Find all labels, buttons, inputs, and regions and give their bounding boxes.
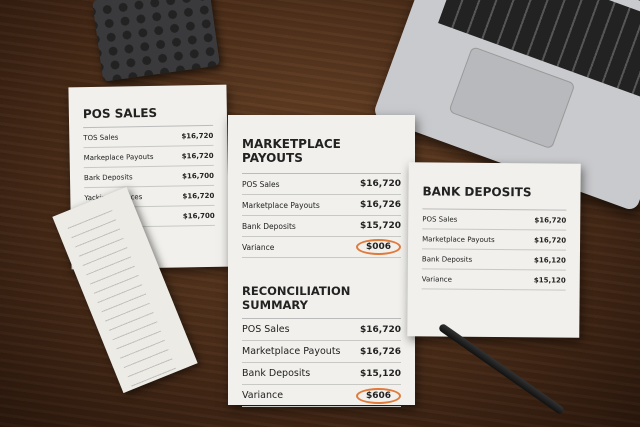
row-value: $16,720 bbox=[360, 179, 401, 189]
row-value: $16,720 bbox=[534, 235, 567, 245]
sheet-title: BANK DEPOSITS bbox=[422, 162, 567, 211]
row-label: Variance bbox=[242, 390, 284, 401]
table-row: Variance $15,120 bbox=[421, 269, 566, 291]
row-value: $16,720 bbox=[182, 191, 215, 200]
row-value: $16,720 bbox=[181, 131, 214, 140]
row-value: $15,720 bbox=[360, 221, 401, 231]
sheet-title: MARKETPLACE PAYOUTS bbox=[242, 115, 401, 174]
row-label: Variance bbox=[421, 274, 453, 284]
row-value: $16,720 bbox=[181, 151, 214, 160]
table-row: POS Sales $16,720 bbox=[242, 319, 401, 341]
row-label: Marketplace Payouts bbox=[242, 200, 320, 210]
row-value: $16,120 bbox=[533, 255, 566, 265]
row-label: POS Sales bbox=[242, 179, 280, 189]
marketplace-payouts-sheet: MARKETPLACE PAYOUTS POS Sales $16,720 Mar… bbox=[228, 115, 415, 407]
row-value: $16,700 bbox=[182, 211, 215, 220]
row-value: $15,120 bbox=[533, 275, 566, 285]
row-label: Marketplace Payouts bbox=[422, 234, 495, 244]
table-row: Marketplace Payouts $16,726 bbox=[242, 195, 401, 216]
row-label: Bark Deposits bbox=[83, 172, 133, 182]
row-label: Marketplace Payouts bbox=[242, 346, 341, 357]
row-label: POS Sales bbox=[242, 324, 290, 335]
table-row: Variance $606 bbox=[242, 385, 401, 407]
row-label: Variance bbox=[242, 242, 275, 252]
table-row: TOS Sales $16,720 bbox=[83, 125, 214, 149]
table-row: Bank Deposits $15,720 bbox=[242, 216, 401, 237]
table-row: Marketplace Payouts $16,720 bbox=[422, 229, 567, 251]
row-value: $16,720 bbox=[360, 324, 401, 335]
table-row: Bark Deposits $16,700 bbox=[83, 165, 215, 189]
row-value: $15,120 bbox=[360, 368, 401, 379]
row-label: Bank Deposits bbox=[421, 254, 473, 264]
row-label: POS Sales bbox=[422, 214, 458, 224]
table-row: Marketplace Payouts $16,726 bbox=[242, 341, 401, 363]
row-label: TOS Sales bbox=[83, 133, 119, 142]
row-label: Bank Deposits bbox=[242, 221, 296, 231]
row-label: Markeplace Payouts bbox=[83, 152, 154, 162]
table-row: POS Sales $16,720 bbox=[242, 174, 401, 195]
row-label: Bank Deposits bbox=[242, 368, 311, 379]
row-value: $16,726 bbox=[360, 346, 401, 357]
sheet-title: POS SALES bbox=[82, 84, 214, 129]
table-row: Markeplace Payouts $16,720 bbox=[83, 145, 214, 169]
table-row: POS Sales $16,720 bbox=[422, 209, 567, 231]
row-value: $16,726 bbox=[360, 200, 401, 210]
row-value: $16,700 bbox=[182, 171, 215, 180]
table-row: Variance $006 bbox=[242, 237, 401, 258]
summary-title: RECONCILIATION SUMMARY bbox=[242, 284, 401, 319]
circled-variance-value: $006 bbox=[355, 239, 401, 255]
row-value: $16,720 bbox=[534, 215, 567, 225]
circled-variance-value: $606 bbox=[355, 387, 401, 404]
table-row: Bank Deposits $16,120 bbox=[421, 249, 566, 271]
bank-deposits-sheet: BANK DEPOSITS POS Sales $16,720 Marketpla… bbox=[407, 162, 581, 338]
table-row: Bank Deposits $15,120 bbox=[242, 363, 401, 385]
